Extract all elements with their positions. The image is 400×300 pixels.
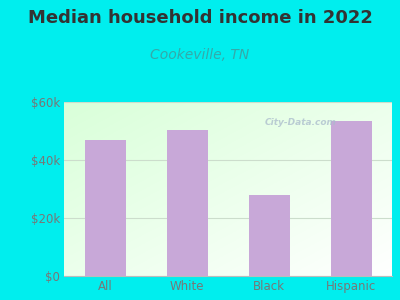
Text: Median household income in 2022: Median household income in 2022 <box>28 9 372 27</box>
Bar <box>330 121 372 276</box>
Bar <box>84 140 126 276</box>
Bar <box>248 195 290 276</box>
Bar <box>166 130 208 276</box>
Text: Cookeville, TN: Cookeville, TN <box>150 48 250 62</box>
Text: City-Data.com: City-Data.com <box>264 118 336 127</box>
